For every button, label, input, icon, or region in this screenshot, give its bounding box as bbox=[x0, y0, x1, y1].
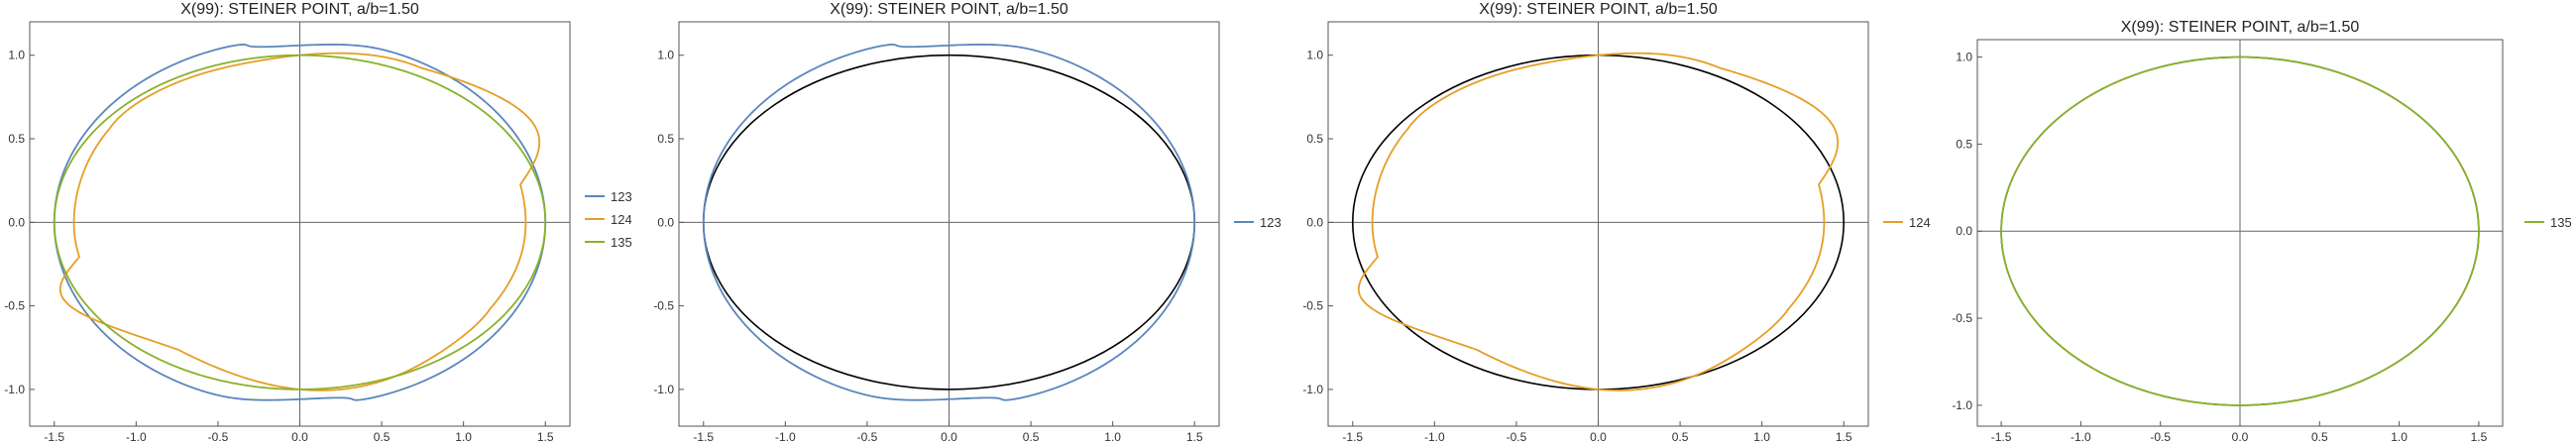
series-line-135 bbox=[2000, 56, 2480, 406]
y-tick-label: -0.5 bbox=[653, 299, 674, 313]
x-tick-label: -0.5 bbox=[2150, 430, 2171, 444]
chart-panel-4: X(99): STEINER POINT, a/b=1.50 -1.5 -1.0 -0… bbox=[1948, 0, 2576, 445]
y-tick-label: 0.0 bbox=[1956, 224, 1972, 238]
chart-panel-1: X(99): STEINER POINT, a/b=1.50 -1.5 -1.0 -0… bbox=[0, 0, 634, 445]
legend-label-124: 124 bbox=[611, 212, 632, 227]
series-line-123 bbox=[702, 44, 1196, 401]
plot-area bbox=[1351, 52, 1846, 391]
chart-title: X(99): STEINER POINT, a/b=1.50 bbox=[830, 1, 1068, 18]
chart-svg-3: X(99): STEINER POINT, a/b=1.50 -1.5 -1.0 -0… bbox=[1302, 1, 1931, 444]
chart-panel-3: X(99): STEINER POINT, a/b=1.50 -1.5 -1.0 -0… bbox=[1298, 0, 1943, 445]
legend-label-123: 123 bbox=[611, 189, 632, 204]
x-tick-label: -1.0 bbox=[775, 430, 796, 444]
x-tick-label: -1.0 bbox=[2071, 430, 2091, 444]
x-tick-label: 0.5 bbox=[2311, 430, 2328, 444]
y-tick-label: -0.5 bbox=[4, 299, 25, 313]
x-tick-label: -1.0 bbox=[1424, 430, 1445, 444]
y-tick-label: -1.0 bbox=[1302, 383, 1323, 396]
plot-area bbox=[2000, 56, 2480, 406]
x-tick-label: 1.5 bbox=[1186, 430, 1203, 444]
x-tick-label: 1.0 bbox=[1104, 430, 1121, 444]
x-tick-label: 0.0 bbox=[2232, 430, 2249, 444]
y-tick-label: 0.0 bbox=[8, 215, 25, 229]
x-tick-label: 1.5 bbox=[2471, 430, 2488, 444]
x-tick-label: -0.5 bbox=[857, 430, 878, 444]
y-tick-label: 0.0 bbox=[657, 215, 674, 229]
x-tick-label: 1.0 bbox=[455, 430, 472, 444]
x-tick-label: -1.5 bbox=[693, 430, 714, 444]
series-line-135 bbox=[53, 54, 547, 390]
chart-svg-2: X(99): STEINER POINT, a/b=1.50 -1.5 -1.0 -0… bbox=[653, 1, 1282, 444]
y-tick-label: -0.5 bbox=[1302, 299, 1323, 313]
y-tick-label: 1.0 bbox=[1306, 49, 1323, 62]
x-tick-label: -1.5 bbox=[1342, 430, 1363, 444]
x-tick-label: -0.5 bbox=[1507, 430, 1527, 444]
x-tick-label: 0.0 bbox=[291, 430, 308, 444]
y-tick-label: -1.0 bbox=[4, 383, 25, 396]
y-tick-label: -0.5 bbox=[1952, 311, 1972, 325]
series-line-124 bbox=[58, 52, 541, 391]
x-tick-label: -1.5 bbox=[1991, 430, 2012, 444]
chart-panel-2: X(99): STEINER POINT, a/b=1.50 -1.5 -1.0 -0… bbox=[649, 0, 1293, 445]
x-tick-label: 1.5 bbox=[1836, 430, 1852, 444]
x-tick-label: 1.0 bbox=[2391, 430, 2408, 444]
chart-title: X(99): STEINER POINT, a/b=1.50 bbox=[2121, 19, 2360, 36]
x-tick-label: -0.5 bbox=[208, 430, 229, 444]
plot-area bbox=[53, 44, 547, 401]
chart-svg-1: X(99): STEINER POINT, a/b=1.50 -1.5 -1.0 -0… bbox=[4, 1, 632, 444]
plot-area bbox=[702, 44, 1196, 401]
y-tick-label: 1.0 bbox=[1956, 51, 1972, 64]
legend-label-135: 135 bbox=[2550, 215, 2572, 230]
x-tick-label: 0.0 bbox=[1590, 430, 1607, 444]
y-tick-label: 0.5 bbox=[8, 132, 25, 146]
legend-label-124: 124 bbox=[1909, 215, 1931, 230]
chart-title: X(99): STEINER POINT, a/b=1.50 bbox=[180, 1, 419, 18]
y-tick-label: 0.5 bbox=[1306, 132, 1323, 146]
y-tick-label: -1.0 bbox=[653, 383, 674, 396]
y-tick-label: -1.0 bbox=[1952, 398, 1972, 412]
y-tick-label: 1.0 bbox=[657, 49, 674, 62]
x-tick-label: -1.0 bbox=[126, 430, 147, 444]
y-tick-label: 1.0 bbox=[8, 49, 25, 62]
chart-svg-4: X(99): STEINER POINT, a/b=1.50 -1.5 -1.0 -0… bbox=[1952, 19, 2572, 444]
x-tick-label: 0.0 bbox=[941, 430, 957, 444]
y-tick-label: 0.0 bbox=[1306, 215, 1323, 229]
x-tick-label: -1.5 bbox=[44, 430, 64, 444]
chart-title: X(99): STEINER POINT, a/b=1.50 bbox=[1479, 1, 1718, 18]
legend-label-123: 123 bbox=[1260, 215, 1282, 230]
legend-label-135: 135 bbox=[611, 235, 632, 250]
y-tick-label: 0.5 bbox=[1956, 137, 1972, 151]
x-tick-label: 0.5 bbox=[1672, 430, 1689, 444]
x-tick-label: 0.5 bbox=[1023, 430, 1040, 444]
series-line-124 bbox=[1357, 52, 1840, 391]
y-tick-label: 0.5 bbox=[657, 132, 674, 146]
x-tick-label: 1.5 bbox=[537, 430, 554, 444]
x-tick-label: 1.0 bbox=[1753, 430, 1770, 444]
x-tick-label: 0.5 bbox=[374, 430, 391, 444]
